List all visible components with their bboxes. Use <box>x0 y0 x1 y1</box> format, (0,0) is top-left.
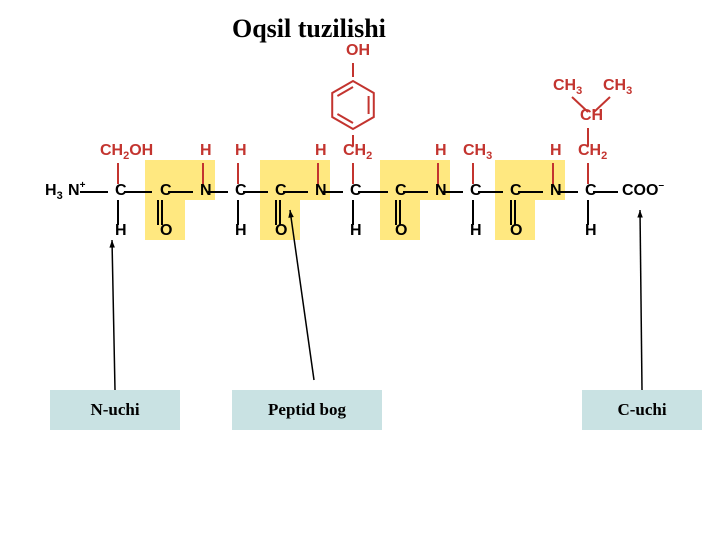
svg-text:C: C <box>510 182 522 199</box>
callout-n-terminus: N-uchi <box>50 390 180 430</box>
svg-text:C: C <box>275 182 287 199</box>
svg-text:N: N <box>435 182 447 199</box>
svg-text:H: H <box>585 222 597 239</box>
svg-text:C: C <box>350 182 362 199</box>
callout-n-terminus-label: N-uchi <box>90 400 139 419</box>
svg-text:N: N <box>550 182 562 199</box>
svg-text:N+: N+ <box>68 180 86 199</box>
svg-text:O: O <box>160 222 172 239</box>
svg-text:OH: OH <box>346 42 370 59</box>
svg-text:H: H <box>200 142 212 159</box>
svg-text:N: N <box>200 182 212 199</box>
svg-text:H: H <box>235 222 247 239</box>
callout-c-terminus: C-uchi <box>582 390 702 430</box>
svg-text:H: H <box>435 142 447 159</box>
svg-text:H3: H3 <box>45 182 63 202</box>
svg-text:CH3: CH3 <box>603 77 632 97</box>
svg-text:N: N <box>315 182 327 199</box>
svg-text:C: C <box>115 182 127 199</box>
svg-text:H: H <box>235 142 247 159</box>
svg-text:O: O <box>275 222 287 239</box>
svg-text:H: H <box>315 142 327 159</box>
chemistry-diagram: H3N+CHCH2OHCONHCHHCONHCHCH2OHCONHCHCH3CO… <box>0 0 720 540</box>
svg-text:O: O <box>395 222 407 239</box>
svg-text:H: H <box>470 222 482 239</box>
svg-text:H: H <box>115 222 127 239</box>
svg-text:CH3: CH3 <box>553 77 582 97</box>
svg-text:CH2: CH2 <box>578 142 607 162</box>
svg-text:H: H <box>550 142 562 159</box>
svg-text:COO–: COO– <box>622 180 664 199</box>
svg-text:C: C <box>395 182 407 199</box>
svg-text:CH2OH: CH2OH <box>100 142 153 162</box>
svg-text:C: C <box>585 182 597 199</box>
svg-text:CH2: CH2 <box>343 142 372 162</box>
svg-text:H: H <box>350 222 362 239</box>
svg-text:CH3: CH3 <box>463 142 492 162</box>
callout-peptide-bond-label: Peptid bog <box>268 400 346 419</box>
svg-text:C: C <box>235 182 247 199</box>
svg-text:C: C <box>160 182 172 199</box>
svg-text:O: O <box>510 222 522 239</box>
callout-peptide-bond: Peptid bog <box>232 390 382 430</box>
callout-c-terminus-label: C-uchi <box>617 400 666 419</box>
svg-text:C: C <box>470 182 482 199</box>
svg-text:CH: CH <box>580 107 603 124</box>
